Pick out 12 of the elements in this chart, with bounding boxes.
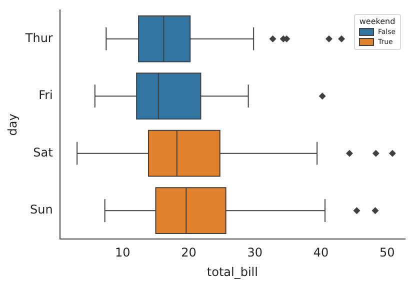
x-tick-label: 50 [380, 246, 395, 260]
x-tick-label: 40 [313, 246, 329, 260]
y-tick-label: Fri [38, 88, 53, 102]
x-tick-label: 30 [247, 246, 263, 260]
x-tick-label: 20 [181, 246, 196, 260]
y-tick-label: Thur [24, 30, 53, 45]
y-tick-label: Sat [33, 145, 54, 160]
x-axis-title: total_bill [206, 264, 258, 279]
y-tick-label: Sun [30, 202, 53, 217]
y-axis-title: day [5, 114, 20, 136]
legend-title: weekend [359, 17, 396, 28]
x-tick-label: 10 [115, 246, 130, 260]
